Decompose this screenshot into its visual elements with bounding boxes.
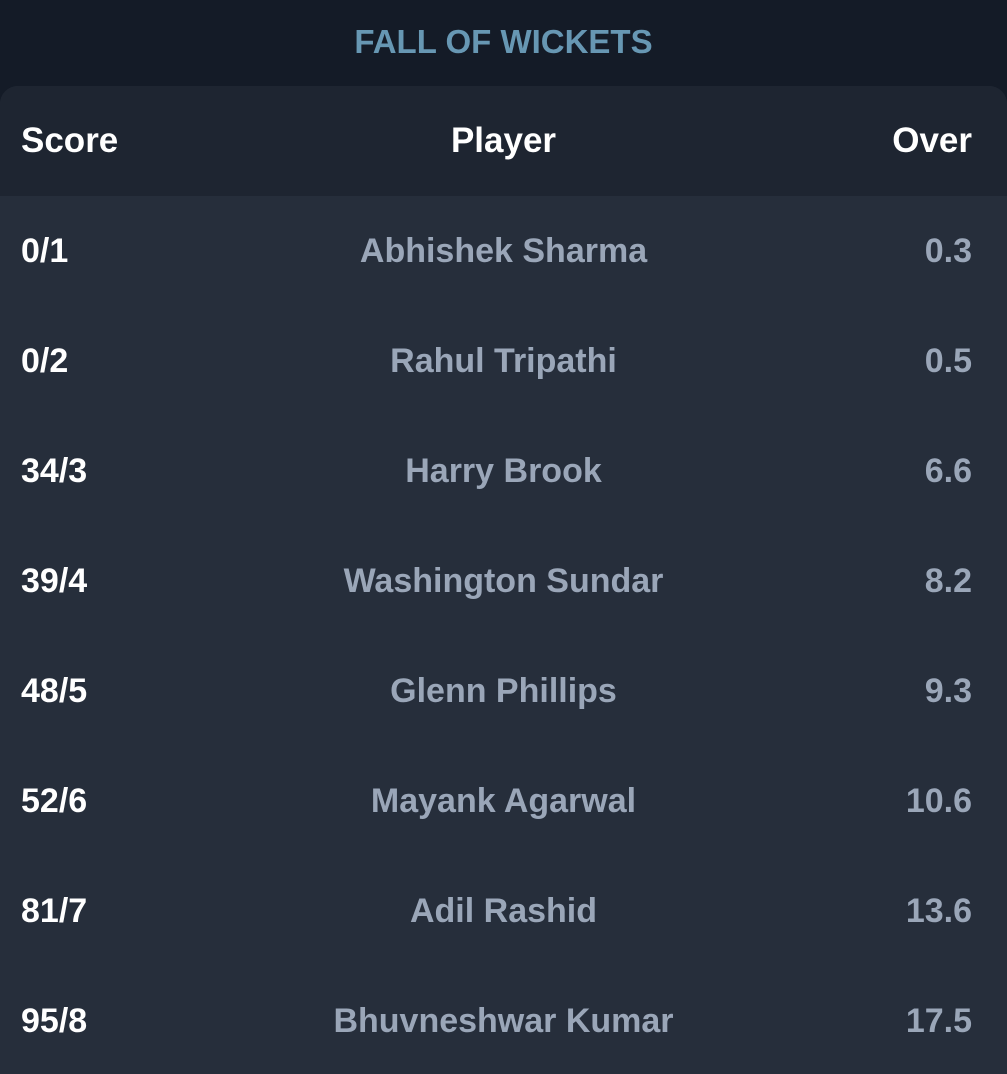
table-row: 34/3 Harry Brook 6.6 xyxy=(0,416,1007,526)
table-row: 0/2 Rahul Tripathi 0.5 xyxy=(0,306,1007,416)
section-header: FALL OF WICKETS xyxy=(0,0,1007,86)
player-cell: Adil Rashid xyxy=(409,891,598,930)
player-cell: Bhuvneshwar Kumar xyxy=(333,1001,674,1040)
over-cell: 6.6 xyxy=(924,451,972,490)
table-body: 0/1 Abhishek Sharma 0.3 0/2 Rahul Tripat… xyxy=(0,196,1007,1074)
table-row: 81/7 Adil Rashid 13.6 xyxy=(0,856,1007,966)
score-cell: 95/8 xyxy=(21,1001,88,1040)
over-cell: 8.2 xyxy=(924,561,972,600)
score-cell: 52/6 xyxy=(21,781,88,820)
over-cell: 17.5 xyxy=(905,1001,972,1040)
player-cell: Harry Brook xyxy=(405,451,602,490)
over-cell: 0.3 xyxy=(924,231,972,270)
fall-of-wickets-table: Score Player Over 0/1 Abhishek Sharma 0.… xyxy=(0,86,1007,1074)
over-cell: 10.6 xyxy=(905,781,972,820)
column-header-player: Player xyxy=(450,121,557,160)
player-cell: Rahul Tripathi xyxy=(390,341,617,380)
column-header-score: Score xyxy=(21,121,119,160)
section-title: FALL OF WICKETS xyxy=(354,23,653,60)
player-cell: Mayank Agarwal xyxy=(370,781,637,820)
table-header-row: Score Player Over xyxy=(0,86,1007,196)
score-cell: 34/3 xyxy=(21,451,88,490)
player-cell: Washington Sundar xyxy=(343,561,664,600)
table-row: 39/4 Washington Sundar 8.2 xyxy=(0,526,1007,636)
score-cell: 48/5 xyxy=(21,671,88,710)
player-cell: Abhishek Sharma xyxy=(359,231,648,270)
column-header-over: Over xyxy=(892,121,972,160)
score-cell: 0/2 xyxy=(21,341,69,380)
score-cell: 39/4 xyxy=(21,561,88,600)
over-cell: 13.6 xyxy=(905,891,972,930)
player-cell: Glenn Phillips xyxy=(390,671,617,710)
score-cell: 81/7 xyxy=(21,891,88,930)
over-cell: 9.3 xyxy=(924,671,972,710)
table-row: 48/5 Glenn Phillips 9.3 xyxy=(0,636,1007,746)
table-row: 95/8 Bhuvneshwar Kumar 17.5 xyxy=(0,966,1007,1074)
table-row: 52/6 Mayank Agarwal 10.6 xyxy=(0,746,1007,856)
table-row: 0/1 Abhishek Sharma 0.3 xyxy=(0,196,1007,306)
score-cell: 0/1 xyxy=(21,231,69,270)
over-cell: 0.5 xyxy=(924,341,972,380)
